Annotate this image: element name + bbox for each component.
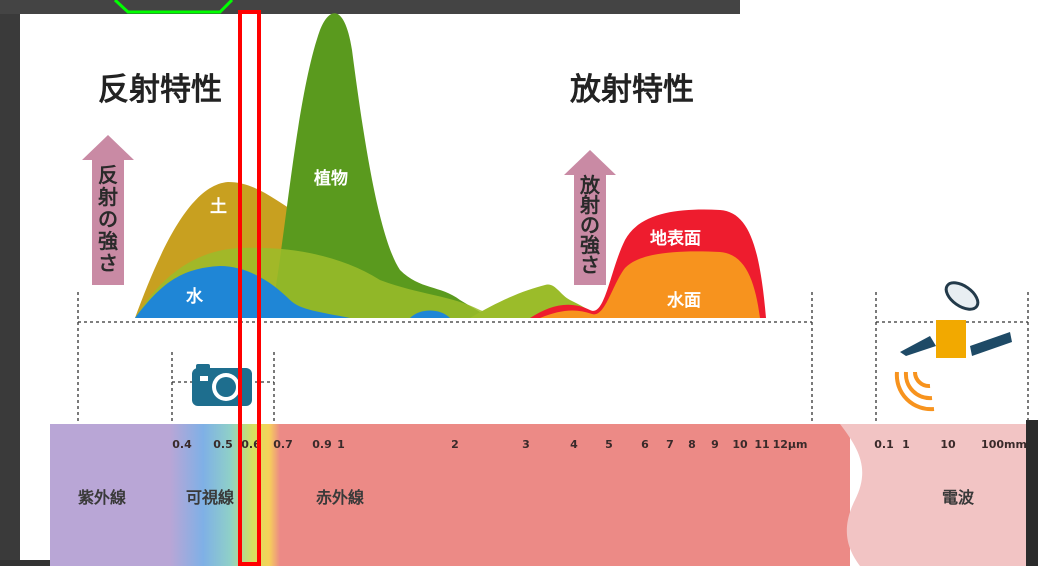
reflection-strength-char: 射 [97,185,118,209]
micron-tick: 5 [605,438,613,451]
micron-tick: 10 [732,438,748,451]
satellite-icon [894,281,1012,412]
reflection-strength-char: の [98,207,118,231]
water-curve-tail [410,310,450,318]
radio-ticks: 0.1 1 10 100mm [874,438,1027,451]
reflection-strength-char: 強 [98,229,118,253]
micron-tick: 2 [451,438,459,451]
water-surface-curve [540,251,760,318]
micron-ticks: 0.4 0.5 0.6 0.7 0.9 1 2 3 4 5 6 7 8 9 10 11 12μm [172,438,807,451]
water-surface-label: 水面 [667,290,701,311]
emission-strength-char: 強 [580,233,600,257]
emission-strength-char: 放 [579,173,601,197]
soil-label: 土 [210,196,227,217]
emission-title: 放射特性 [569,72,694,108]
water-label: 水 [186,286,204,307]
radio-tick: 100mm [981,438,1027,451]
emission-strength-char: 射 [579,193,600,217]
ultraviolet-band [50,424,180,566]
micron-tick: 0.6 [241,438,261,451]
infrared-label: 赤外線 [316,488,364,507]
background-imagery-top [0,0,740,14]
radio-tick: 1 [902,438,910,451]
vegetation-label: 植物 [314,168,348,189]
micron-tick: 0.7 [273,438,293,451]
reflection-title: 反射特性 [98,72,222,108]
radio-tick: 10 [940,438,956,451]
micron-tick: 9 [711,438,719,451]
vegetation-curve [270,13,490,319]
guide-lines [77,292,1029,424]
micron-tick: 0.9 [312,438,332,451]
micron-tick: 11 [754,438,769,451]
micron-tick: 6 [641,438,649,451]
reflection-strength-char: さ [98,251,118,275]
micron-tick: 0.4 [172,438,192,451]
emission-strength-char: さ [580,253,600,277]
green-marker-outline [113,0,234,14]
micron-tick: 0.5 [213,438,233,451]
micron-tick: 7 [666,438,674,451]
ground-surface-label: 地表面 [650,228,701,249]
ultraviolet-label: 紫外線 [78,488,126,507]
infrared-band [280,424,850,566]
background-imagery-bottom [0,560,50,566]
visible-band [170,424,280,566]
spectrum-band [50,424,1026,566]
micron-tick: 3 [522,438,530,451]
radio-band [840,424,1026,566]
micron-tick: 4 [570,438,578,451]
visible-label: 可視線 [186,488,234,507]
highlight-frame [238,10,261,566]
background-imagery-right [1026,420,1038,566]
background-imagery-left [0,0,20,566]
water-curve [135,266,350,318]
radio-label: 電波 [942,488,975,507]
emission-strength-char: の [580,213,600,237]
radio-tick: 0.1 [874,438,894,451]
micron-tick: 8 [688,438,696,451]
micron-tick: 12μm [773,438,808,451]
micron-tick: 1 [337,438,345,451]
reflection-strength-char: 反 [98,163,118,187]
camera-icon [192,364,252,406]
